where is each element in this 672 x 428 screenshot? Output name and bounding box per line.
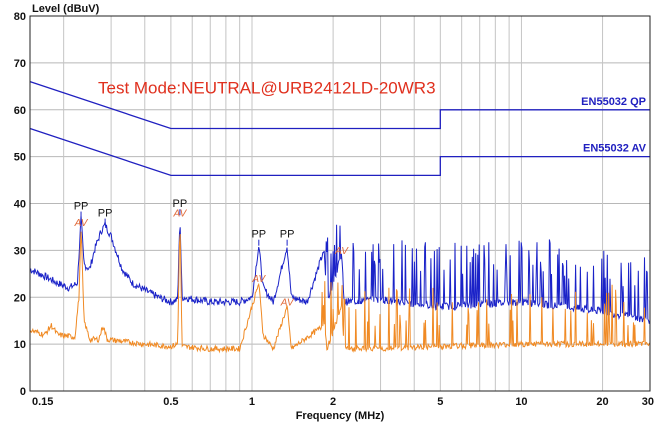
marker-av-label: AV [280,298,295,309]
plot-frame [29,15,651,392]
marker-pp-label: PP [251,229,266,241]
limit-line-av [29,127,650,177]
x-tick-label: 2 [330,396,336,408]
marker-av-label: AV [251,274,266,285]
y-tick-label: 50 [14,152,26,164]
limit-lines: EN55032 QP EN55032 AV [29,80,650,177]
y-tick-label: 30 [14,245,26,257]
x-tick-label: 30 [642,396,654,408]
y-axis-label: Level (dBuV) [32,3,100,15]
y-tick-label: 80 [14,11,26,23]
marker-pp-label: PP [74,201,89,213]
marker-pp-label: PP [98,208,113,220]
y-tick-label: 0 [20,386,26,398]
y-tick-label: 70 [14,58,26,70]
limit-label-av: EN55032 AV [583,143,647,155]
x-tick-label: 5 [437,396,443,408]
series-average-trace [29,231,651,354]
x-axis-label: Frequency (MHz) [296,410,385,422]
marker-pp-label: PP [280,229,295,241]
limit-line-qp [29,80,650,130]
y-tick-label: 60 [14,105,26,117]
x-tick-label: 20 [596,396,608,408]
y-tick-labels: 0 10 20 30 40 50 60 70 80 [14,11,26,398]
x-tick-label: 10 [515,396,527,408]
marker-pp-label: PP [173,198,188,210]
marker-av-label: AV [74,218,89,229]
limit-label-qp: EN55032 QP [581,96,646,108]
y-tick-label: 40 [14,199,26,211]
x-tick-labels: 0.15 0.5 1 2 5 10 20 30 [32,396,654,408]
marker-av-label: AV [334,246,349,257]
y-tick-label: 20 [14,292,26,304]
series-peak-trace [29,215,651,324]
y-tick-label: 10 [14,339,26,351]
x-tick-label: 0.5 [163,396,178,408]
test-mode-annotation: Test Mode:NEUTRAL@URB2412LD-20WR3 [98,78,436,97]
x-tick-label: 0.15 [32,396,53,408]
x-tick-label: 1 [249,396,255,408]
series-group [29,215,651,354]
marker-av-label: AV [172,209,187,220]
